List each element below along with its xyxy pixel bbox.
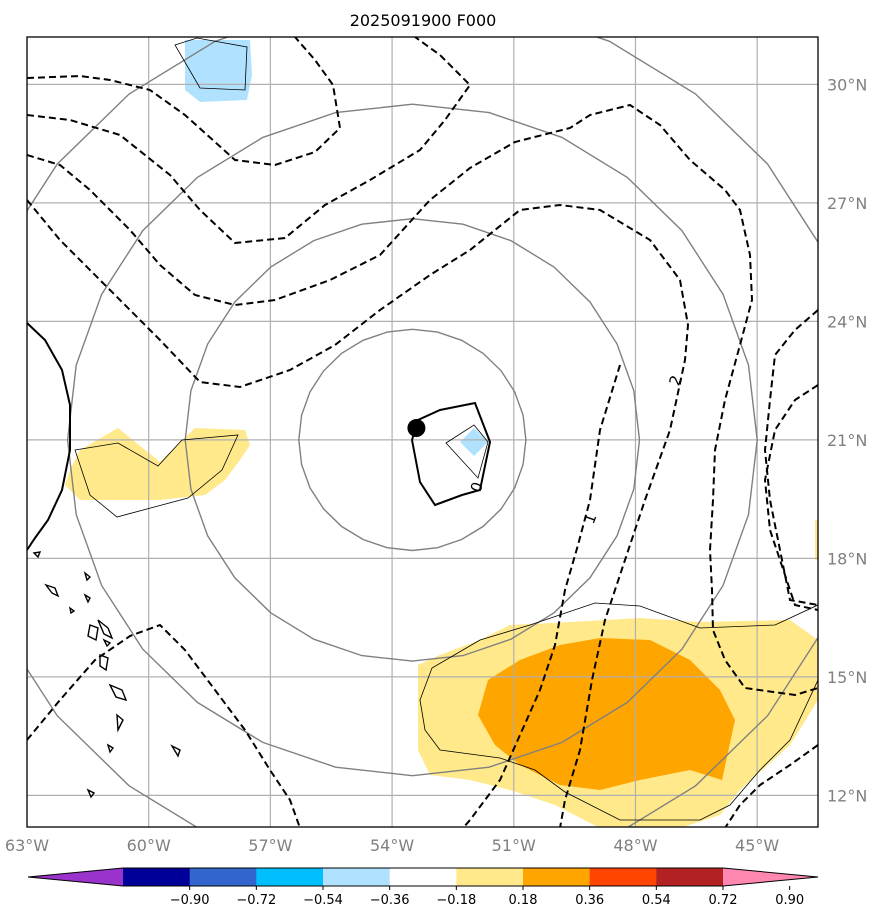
x-tick-label: 57°W bbox=[248, 836, 292, 855]
y-tick-label: 30°N bbox=[827, 75, 867, 94]
island bbox=[83, 593, 91, 604]
islands bbox=[32, 551, 181, 799]
grid-layer bbox=[27, 37, 818, 827]
colorbar-tick-label: −0.36 bbox=[370, 893, 410, 908]
dashed-contour-8 bbox=[763, 384, 818, 611]
contour-label-layer: 012 bbox=[467, 373, 686, 526]
colorbar-segment bbox=[323, 868, 391, 886]
fill-outlines bbox=[74, 37, 818, 821]
island bbox=[83, 571, 92, 582]
colorbar-outline bbox=[27, 867, 819, 887]
solid-contour-west bbox=[27, 322, 71, 551]
outline-yellow-west bbox=[74, 434, 239, 518]
fill-orange-south bbox=[478, 638, 735, 790]
island bbox=[106, 743, 115, 754]
range-ring bbox=[27, 37, 818, 827]
island bbox=[97, 619, 114, 640]
island bbox=[86, 788, 96, 799]
dashed-contour-1 bbox=[27, 37, 342, 167]
fill-yellow-east-edge bbox=[815, 520, 818, 560]
island bbox=[99, 653, 109, 672]
y-tick-label: 15°N bbox=[827, 668, 867, 687]
colorbar-tick-label: 0.36 bbox=[575, 893, 604, 908]
filled-regions bbox=[65, 40, 818, 827]
colorbar: −0.90 −0.72 −0.54 −0.36 −0.18 0.18 0.36 0.54 0.7… bbox=[27, 867, 819, 908]
dashed-contour-4 bbox=[27, 199, 690, 827]
y-tick-label: 12°N bbox=[827, 786, 867, 805]
colorbar-tick-label: −0.90 bbox=[170, 893, 210, 908]
contour-label: 2 bbox=[665, 373, 685, 388]
colorbar-tick-label: −0.54 bbox=[303, 893, 343, 908]
island bbox=[108, 683, 128, 702]
colorbar-segment bbox=[189, 868, 257, 886]
solid-contours bbox=[27, 322, 492, 551]
colorbar-segment bbox=[123, 868, 191, 886]
outline-light-blue-north bbox=[174, 37, 248, 91]
island bbox=[102, 638, 112, 648]
x-tick-label: 54°W bbox=[370, 836, 414, 855]
colorbar-tick-label: 0.90 bbox=[775, 893, 804, 908]
island bbox=[68, 606, 76, 615]
x-tick-label: 63°W bbox=[5, 836, 49, 855]
y-tick-label: 21°N bbox=[827, 431, 867, 450]
colorbar-tick-label: −0.18 bbox=[436, 893, 476, 908]
colorbar-segment bbox=[589, 868, 657, 886]
fill-light-blue-north bbox=[185, 40, 252, 102]
island bbox=[32, 551, 42, 559]
storm-center-marker bbox=[407, 419, 426, 438]
x-tick-label: 48°W bbox=[613, 836, 657, 855]
y-axis-tick-labels: 30°N 27°N 24°N 21°N 18°N 15°N 12°N bbox=[827, 75, 867, 805]
range-ring bbox=[298, 328, 527, 552]
x-axis-tick-labels: 63°W 60°W 57°W 54°W 51°W 48°W 45°W bbox=[5, 836, 780, 855]
dashed-contour-7 bbox=[763, 309, 818, 606]
y-tick-label: 24°N bbox=[827, 312, 867, 331]
dashed-contour-9 bbox=[724, 744, 818, 827]
colorbar-tick-label: 0.54 bbox=[642, 893, 671, 908]
colorbar-extend-low bbox=[28, 868, 123, 886]
fill-yellow-west bbox=[65, 428, 250, 500]
colorbar-segment bbox=[456, 868, 524, 886]
x-tick-label: 51°W bbox=[492, 836, 536, 855]
map-area: 012 bbox=[27, 37, 818, 827]
colorbar-extend-high bbox=[723, 868, 818, 886]
y-tick-label: 18°N bbox=[827, 549, 867, 568]
fill-light-blue-center bbox=[460, 428, 488, 456]
contour-label: 1 bbox=[580, 511, 600, 526]
dashed-contour-6 bbox=[27, 623, 301, 827]
colorbar-tick-label: 0.18 bbox=[509, 893, 538, 908]
island bbox=[116, 713, 124, 733]
dashed-contour-3 bbox=[27, 103, 818, 697]
island bbox=[170, 744, 181, 758]
colorbar-segment bbox=[256, 868, 324, 886]
x-tick-label: 45°W bbox=[735, 836, 779, 855]
island bbox=[44, 583, 60, 598]
colorbar-segment bbox=[523, 868, 591, 886]
outline-yellow-south bbox=[419, 602, 818, 821]
outline-light-blue-center bbox=[445, 424, 489, 479]
colorbar-segment bbox=[389, 868, 457, 886]
island bbox=[87, 624, 99, 642]
y-tick-label: 27°N bbox=[827, 194, 867, 213]
dashed-contours bbox=[27, 37, 818, 827]
x-tick-label: 60°W bbox=[127, 836, 171, 855]
map-frame bbox=[26, 36, 819, 828]
colorbar-tick-label: −0.72 bbox=[236, 893, 276, 908]
colorbar-tick-label: 0.72 bbox=[709, 893, 738, 908]
solid-contour-center bbox=[411, 401, 492, 507]
dashed-contour-2 bbox=[27, 37, 472, 245]
dashed-contour-5 bbox=[462, 364, 621, 827]
colorbar-segment bbox=[656, 868, 724, 886]
chart-title: 2025091900 F000 bbox=[350, 11, 497, 30]
